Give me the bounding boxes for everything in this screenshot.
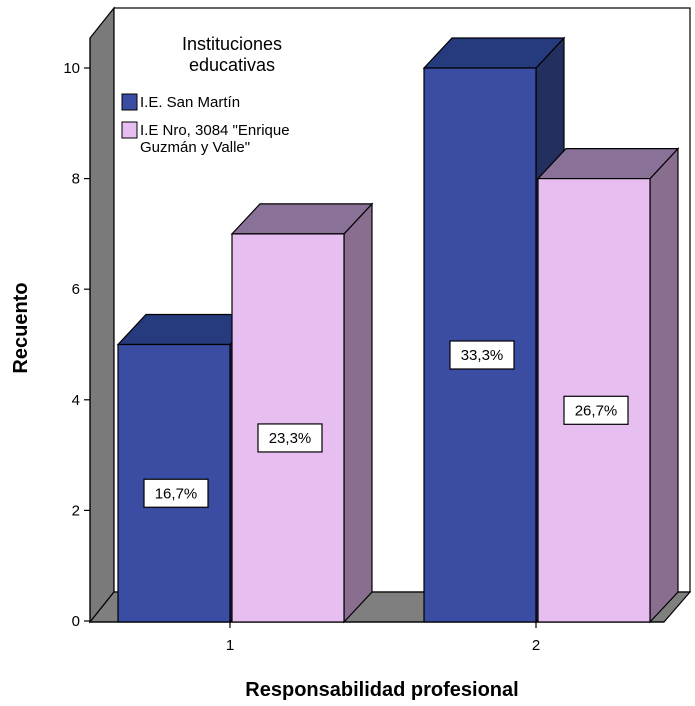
data-label: 23,3% <box>269 430 312 447</box>
data-label: 26,7% <box>575 402 618 419</box>
legend-entry: Guzmán y Valle" <box>140 139 250 156</box>
y-tick-label: 6 <box>72 281 80 298</box>
y-tick-label: 0 <box>72 613 80 630</box>
data-label-box <box>143 478 209 508</box>
y-tick-label: 2 <box>72 502 80 519</box>
data-label-box <box>563 395 629 425</box>
y-tick-label: 10 <box>63 60 80 77</box>
legend-swatch <box>121 121 138 139</box>
data-label-box <box>449 340 515 370</box>
bars: 16,7% 23,3% 33,3% 26,7% <box>116 36 680 624</box>
legend-swatch <box>121 93 138 111</box>
legend-title: educativas <box>189 55 275 75</box>
bar-side-face <box>343 202 373 624</box>
data-label-box <box>257 423 323 453</box>
data-label: 33,3% <box>461 347 504 364</box>
bar-group: 26,7% <box>536 147 680 624</box>
legend-entry: I.E. San Martín <box>140 94 240 111</box>
x-tick-label: 1 <box>226 637 234 654</box>
legend-title: Instituciones <box>182 34 282 54</box>
y-tick-label: 4 <box>72 392 80 409</box>
chart-side-wall <box>89 6 115 624</box>
y-axis: 0 2 4 6 8 10 <box>63 38 91 630</box>
x-tick-label: 2 <box>532 637 540 654</box>
y-axis-title: Recuento <box>10 282 32 373</box>
legend-entry: I.E Nro, 3084 "Enrique <box>140 122 290 139</box>
bar-group: 23,3% <box>230 202 374 624</box>
bar-side-face <box>649 147 679 624</box>
x-axis-title: Responsabilidad profesional <box>245 679 518 701</box>
data-label: 16,7% <box>155 485 198 502</box>
y-tick-label: 8 <box>72 171 80 188</box>
